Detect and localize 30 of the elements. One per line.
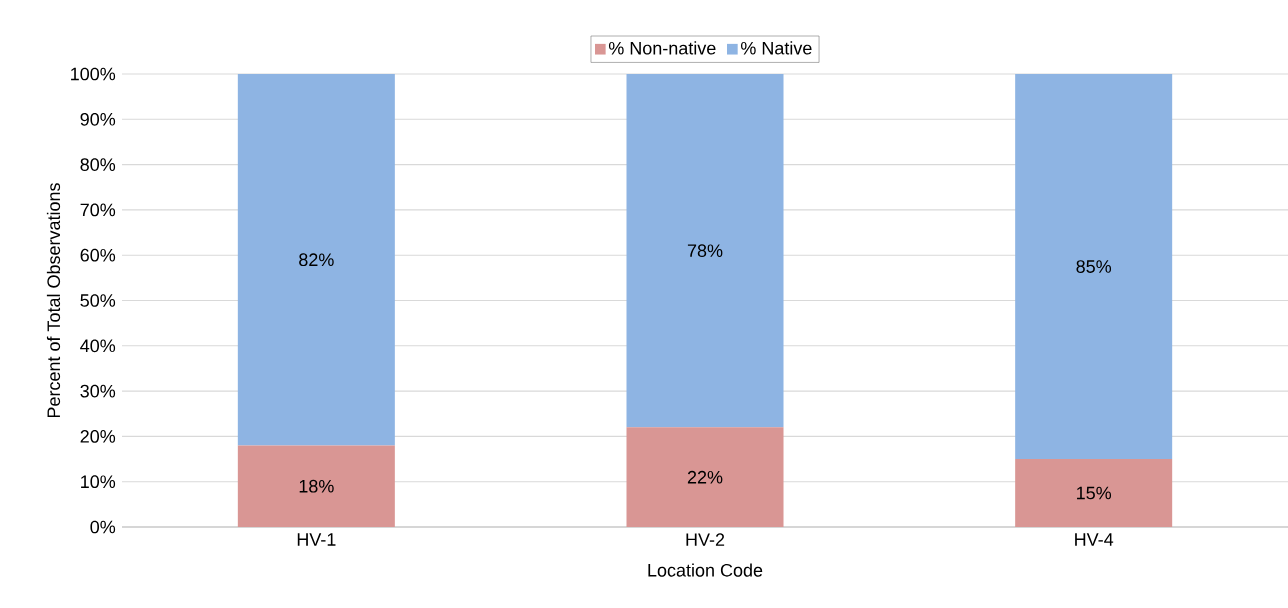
bar	[1015, 459, 1173, 527]
legend-label: % Non-native	[608, 41, 716, 55]
data-label: 82%	[299, 253, 334, 267]
bar	[1015, 74, 1173, 460]
x-tick-label: HV-4	[1075, 533, 1114, 546]
y-axis-title: Percent of Total Observations	[46, 183, 61, 418]
bar	[237, 74, 395, 446]
y-tick-label: 50%	[80, 294, 116, 307]
bar	[237, 445, 395, 527]
y-tick-label: 10%	[81, 475, 116, 489]
y-tick-label: 70%	[80, 203, 116, 217]
y-tick-label: 100%	[71, 67, 116, 81]
data-label: 15%	[1077, 486, 1112, 500]
y-tick-label: 60%	[80, 248, 116, 262]
legend-label: % Native	[741, 41, 812, 55]
y-tick-label: 90%	[80, 112, 116, 126]
bar	[626, 427, 784, 527]
y-tick-label: 40%	[80, 339, 116, 353]
x-tick-label: HV-2	[686, 533, 725, 546]
y-tick-label: 20%	[80, 430, 116, 443]
data-label: 78%	[687, 244, 723, 258]
y-tick-label: 0%	[90, 520, 116, 534]
y-tick-label: 30%	[80, 384, 116, 398]
data-label: 85%	[1076, 260, 1112, 273]
data-label: 18%	[299, 479, 334, 493]
x-axis-title: Location Code	[648, 563, 763, 577]
y-tick-label: 80%	[80, 158, 116, 171]
bar	[626, 74, 784, 428]
x-tick-label: HV-1	[297, 533, 336, 546]
data-label: 22%	[687, 470, 723, 484]
